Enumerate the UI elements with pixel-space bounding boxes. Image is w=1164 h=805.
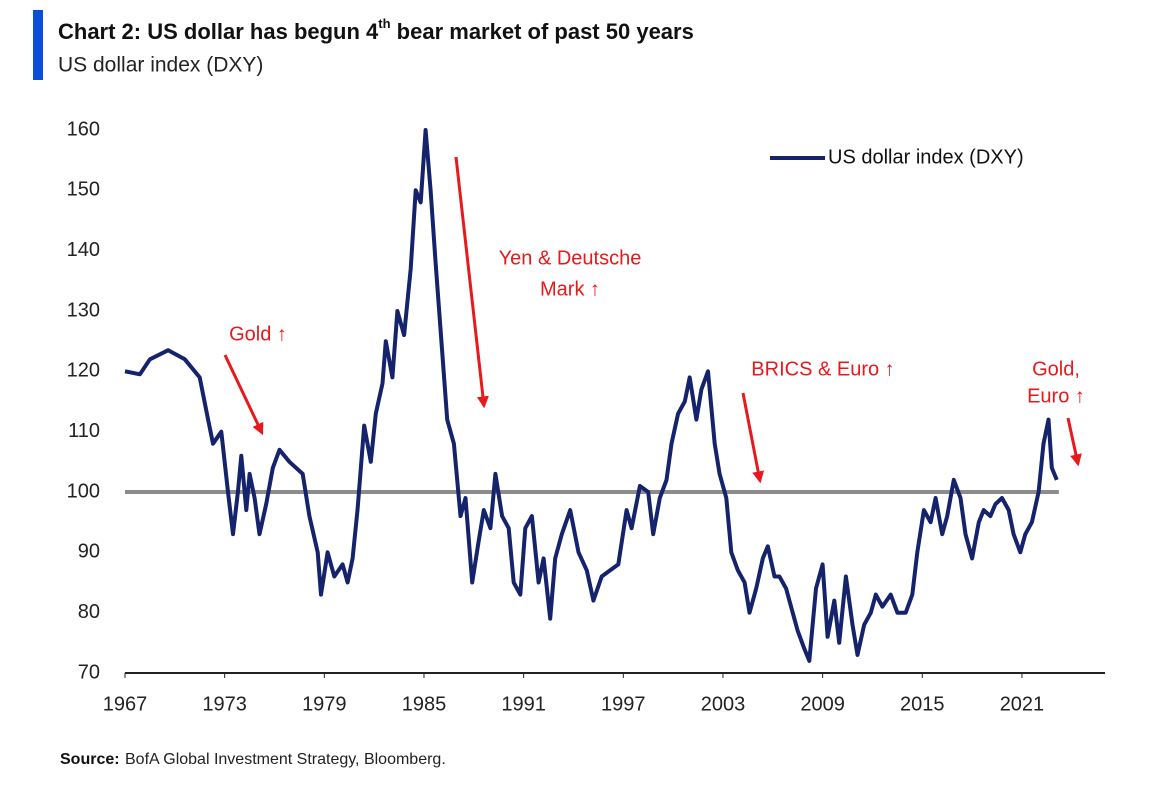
y-tick-label: 80 xyxy=(78,601,100,623)
y-tick-label: 70 xyxy=(78,661,100,683)
annotation: Yen & Deutsche xyxy=(499,247,642,269)
title-part: Chart 2: US dollar has begun 4 xyxy=(58,19,379,44)
x-tick-label: 1973 xyxy=(202,693,247,715)
y-tick-label: 90 xyxy=(78,541,100,563)
x-tick-label: 2003 xyxy=(701,693,746,715)
title-part: bear market of past 50 years xyxy=(391,19,694,44)
x-tick-label: 1985 xyxy=(402,693,447,715)
annotation: Mark ↑ xyxy=(540,278,600,300)
y-tick-label: 140 xyxy=(67,239,100,261)
annotation-arrow xyxy=(1066,417,1082,467)
y-tick-label: 130 xyxy=(67,299,100,321)
y-tick-label: 100 xyxy=(67,480,100,502)
x-tick-label: 1991 xyxy=(501,693,546,715)
chart-title: Chart 2: US dollar has begun 4th bear ma… xyxy=(58,16,694,43)
x-tick-label: 2009 xyxy=(800,693,845,715)
x-tick-label: 2015 xyxy=(900,693,945,715)
annotation: Gold ↑ xyxy=(229,323,287,345)
y-tick-label: 120 xyxy=(67,360,100,382)
y-tick-label: 110 xyxy=(68,420,100,442)
annotation-arrow xyxy=(223,354,264,436)
x-tick-label: 1979 xyxy=(302,693,347,715)
y-tick-label: 160 xyxy=(67,118,100,140)
annotation: Gold, xyxy=(1032,358,1080,380)
y-tick-label: 150 xyxy=(67,179,100,201)
x-tick-label: 2021 xyxy=(1000,693,1045,715)
title-bar xyxy=(33,10,43,80)
source-text: BofA Global Investment Strategy, Bloombe… xyxy=(125,751,446,768)
x-tick-label: 1967 xyxy=(103,693,148,715)
chart-subtitle: US dollar index (DXY) xyxy=(58,54,263,77)
annotation: BRICS & Euro ↑ xyxy=(751,358,894,380)
data-line xyxy=(124,128,1059,663)
source-label: Source: xyxy=(60,751,120,768)
legend-label: US dollar index (DXY) xyxy=(828,146,1024,168)
x-tick-label: 1997 xyxy=(601,693,646,715)
annotation-arrow xyxy=(454,156,489,409)
title-sup: th xyxy=(378,16,390,31)
annotation-arrow xyxy=(741,392,765,484)
annotation: Euro ↑ xyxy=(1027,385,1085,407)
